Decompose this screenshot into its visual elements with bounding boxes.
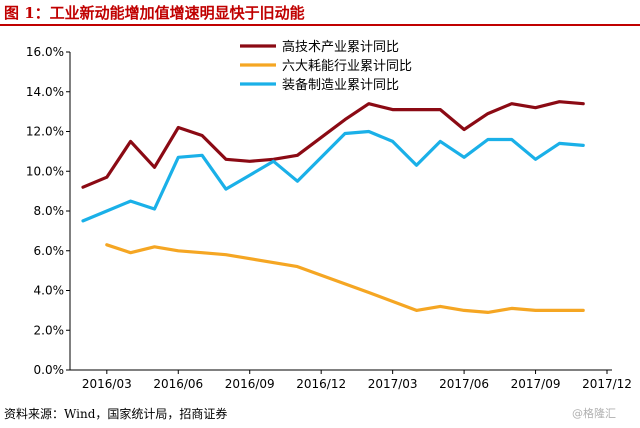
y-tick-label: 16.0% [26, 45, 64, 59]
x-tick-label: 2016/12 [296, 377, 346, 391]
watermark: @格隆汇 [572, 407, 616, 420]
legend-label-3: 装备制造业累计同比 [282, 77, 399, 93]
y-tick-label: 6.0% [34, 244, 65, 258]
series-line-1 [81, 100, 585, 189]
y-tick-label: 2.0% [34, 323, 65, 337]
x-tick-label: 2017/03 [368, 377, 418, 391]
title-rule [0, 24, 640, 26]
y-tick-label: 0.0% [34, 363, 65, 377]
x-tick-label: 2016/06 [153, 377, 203, 391]
y-tick-label: 12.0% [26, 125, 64, 139]
x-tick-label: 2017/06 [439, 377, 489, 391]
y-tick-label: 8.0% [34, 204, 65, 218]
x-tick-label: 2016/03 [82, 377, 132, 391]
y-tick-label: 10.0% [26, 164, 64, 178]
series-line-3 [81, 129, 585, 223]
figure-title: 图 1：工业新动能增加值增速明显快于旧动能 [4, 4, 305, 22]
x-tick-label: 2016/09 [225, 377, 275, 391]
source-note: 资料来源：Wind，国家统计局，招商证券 [4, 407, 228, 421]
x-tick-label: 2017/12 [582, 377, 632, 391]
legend-label-1: 高技术产业累计同比 [282, 39, 399, 55]
y-tick-label: 4.0% [34, 284, 65, 298]
legend-label-2: 六大耗能行业累计同比 [282, 59, 412, 74]
x-tick-label: 2017/09 [511, 377, 561, 391]
series-line-2 [105, 243, 585, 314]
y-tick-label: 14.0% [26, 85, 64, 99]
